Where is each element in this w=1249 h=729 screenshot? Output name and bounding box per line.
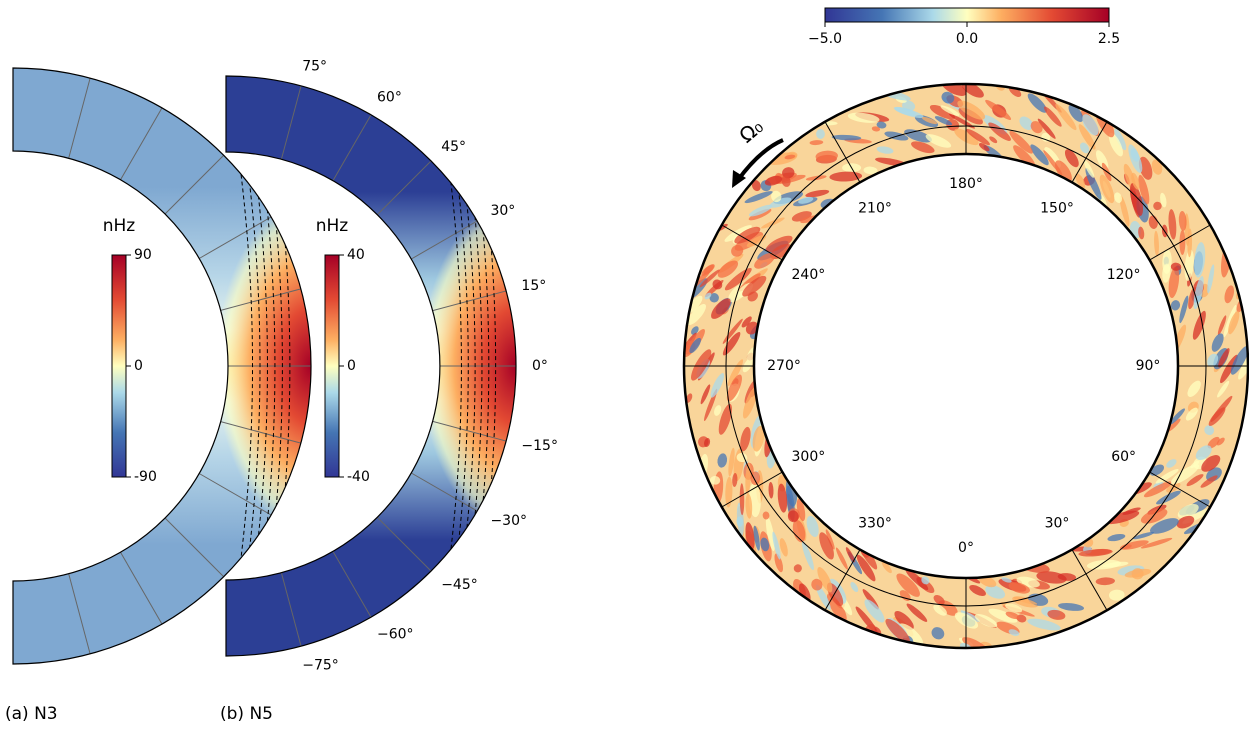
longitude-label: 120° xyxy=(1107,267,1141,283)
colorbar-tick-label: 0 xyxy=(347,358,356,374)
panel-label: (a) N3 xyxy=(5,704,58,724)
colorbar-tick-label: 0.0 xyxy=(956,31,978,47)
longitude-label: 0° xyxy=(958,540,974,556)
longitude-label: 300° xyxy=(792,449,826,465)
latitude-label: 30° xyxy=(490,203,515,219)
colorbar xyxy=(825,8,1109,22)
rotation-label: Ω₀ xyxy=(734,114,767,147)
longitude-label: 240° xyxy=(792,267,826,283)
panel-label: (b) N5 xyxy=(220,704,273,724)
colorbar-tick-label: 40 xyxy=(347,247,365,263)
colorbar-tick-label: -90 xyxy=(134,469,157,485)
latitude-label: 75° xyxy=(302,59,327,75)
longitude-label: 180° xyxy=(949,176,983,192)
longitude-label: 60° xyxy=(1111,449,1136,465)
colorbar xyxy=(325,255,339,477)
longitude-label: 210° xyxy=(858,200,892,216)
colorbar-tick-label: -40 xyxy=(347,469,370,485)
latitude-label: 45° xyxy=(441,139,466,155)
latitude-label: −75° xyxy=(302,657,339,673)
colorbar-tick-label: −5.0 xyxy=(808,31,842,47)
latitude-label: −30° xyxy=(490,513,527,529)
colorbar-tick-label: 2.5 xyxy=(1098,31,1120,47)
figure: nHz 90 0 -90 (a) N3 nHz 40 0 -40 (b) N5 75° 60° 45° 3… xyxy=(0,0,1249,725)
colorbar-tick-label: 90 xyxy=(134,247,152,263)
longitude-label: 90° xyxy=(1136,358,1161,374)
equatorial-panel: 0° 30° 60° 90° 120° 150° 180° 210° 240° 270° 300° 3… xyxy=(677,8,1249,657)
colorbar-unit: nHz xyxy=(103,216,136,236)
longitude-label: 330° xyxy=(858,516,892,532)
latitude-label: 60° xyxy=(377,90,402,106)
latitude-label: −15° xyxy=(521,438,558,454)
meridional-panels: nHz 90 0 -90 (a) N3 nHz 40 0 -40 (b) N5 75° 60° 45° 3… xyxy=(5,59,611,724)
longitude-label: 30° xyxy=(1045,516,1070,532)
inner-circle xyxy=(754,154,1178,578)
longitude-label: 150° xyxy=(1040,200,1074,216)
colorbar-tick-label: 0 xyxy=(134,358,143,374)
latitude-label: −45° xyxy=(441,577,478,593)
latitude-label: 0° xyxy=(532,358,548,374)
colorbar xyxy=(112,255,126,477)
latitude-label: 15° xyxy=(521,278,546,294)
colorbar-unit: nHz xyxy=(316,216,349,236)
latitude-label: −60° xyxy=(377,626,414,642)
longitude-label: 270° xyxy=(767,358,801,374)
